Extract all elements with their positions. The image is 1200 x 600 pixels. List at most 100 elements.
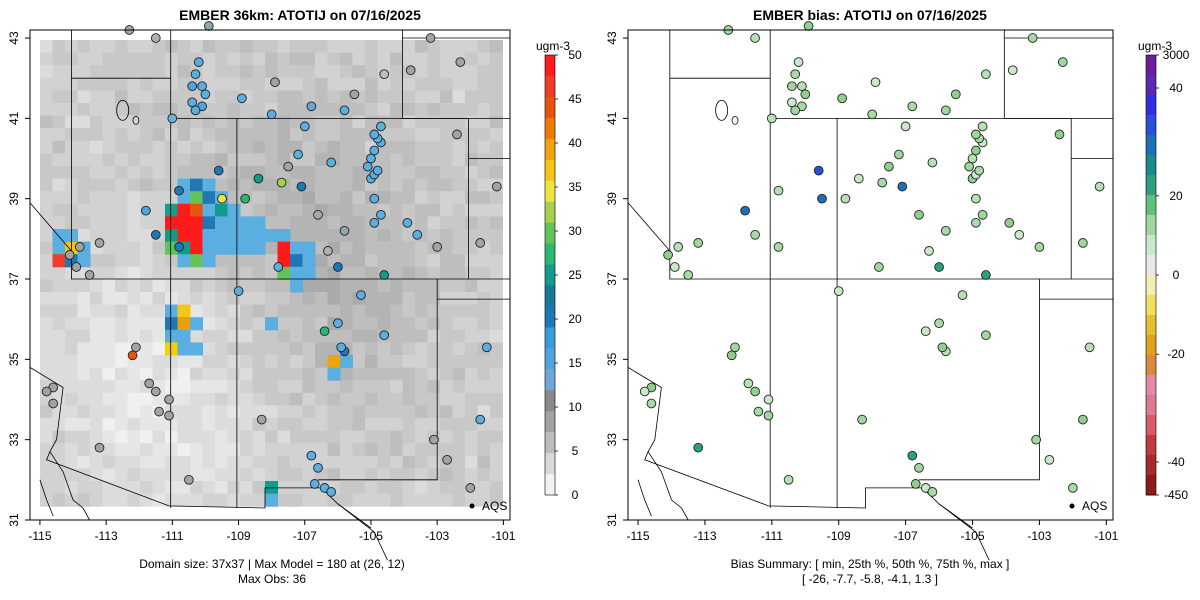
grid-cell bbox=[415, 380, 428, 394]
grid-cell bbox=[240, 178, 253, 192]
aqs-site-marker bbox=[1057, 57, 1068, 67]
grid-cell bbox=[65, 443, 78, 457]
grid-cell bbox=[65, 292, 78, 306]
grid-cell bbox=[302, 279, 316, 293]
hotspot-cell bbox=[240, 229, 253, 243]
grid-cell bbox=[352, 203, 366, 217]
grid-cell bbox=[277, 443, 291, 457]
grid-cell bbox=[140, 241, 153, 255]
grid-cell bbox=[427, 380, 441, 394]
grid-cell bbox=[40, 203, 53, 217]
grid-cell bbox=[115, 266, 128, 280]
grid-cell bbox=[190, 279, 203, 293]
grid-cell bbox=[102, 418, 116, 432]
grid-cell bbox=[477, 203, 491, 217]
grid-cell bbox=[402, 128, 416, 142]
grid-cell bbox=[240, 77, 253, 91]
grid-cell bbox=[390, 329, 403, 343]
grid-cell bbox=[352, 304, 366, 318]
grid-cell bbox=[340, 304, 353, 318]
grid-cell bbox=[265, 455, 278, 469]
grid-cell bbox=[115, 90, 128, 104]
grid-cell bbox=[477, 481, 491, 495]
grid-cell bbox=[365, 355, 378, 369]
grid-cell bbox=[165, 380, 178, 394]
grid-cell bbox=[302, 40, 316, 54]
grid-cell bbox=[227, 481, 241, 495]
grid-cell bbox=[140, 342, 153, 356]
aqs-site-marker bbox=[927, 487, 938, 497]
grid-cell bbox=[52, 128, 66, 142]
grid-cell bbox=[90, 317, 103, 331]
grid-cell bbox=[415, 241, 428, 255]
grid-cell bbox=[40, 90, 53, 104]
colorbar-swatch bbox=[1146, 335, 1156, 356]
grid-cell bbox=[477, 153, 491, 167]
grid-cell bbox=[390, 65, 403, 79]
grid-cell bbox=[352, 140, 366, 154]
aqs-site-marker bbox=[1078, 238, 1088, 248]
grid-cell bbox=[152, 418, 166, 432]
grid-cell bbox=[415, 65, 428, 79]
aqs-site-marker bbox=[187, 97, 198, 108]
grid-cell bbox=[215, 304, 228, 318]
grid-cell bbox=[127, 166, 141, 180]
grid-cell bbox=[77, 481, 91, 495]
grid-cell bbox=[40, 140, 53, 154]
grid-cell bbox=[152, 153, 166, 167]
hotspot-cell bbox=[177, 216, 191, 230]
aqs-site-marker bbox=[323, 246, 333, 256]
grid-cell bbox=[240, 405, 253, 419]
grid-cell bbox=[415, 392, 428, 406]
aqs-site-marker bbox=[1004, 217, 1015, 228]
grid-cell bbox=[390, 392, 403, 406]
grid-cell bbox=[390, 443, 403, 457]
aqs-site-marker bbox=[429, 434, 439, 445]
hotspot-cell bbox=[240, 216, 253, 230]
state-boundary bbox=[39, 479, 54, 517]
grid-cell bbox=[177, 405, 191, 419]
grid-cell bbox=[115, 77, 128, 91]
grid-cell bbox=[327, 191, 341, 205]
grid-cell bbox=[127, 115, 141, 129]
bias-map bbox=[627, 21, 1113, 561]
grid-cell bbox=[227, 65, 241, 79]
grid-cell bbox=[40, 355, 53, 369]
grid-cell bbox=[227, 178, 241, 192]
grid-cell bbox=[277, 65, 291, 79]
aqs-legend-marker bbox=[1069, 503, 1075, 509]
grid-cell bbox=[290, 292, 303, 306]
grid-cell bbox=[190, 405, 203, 419]
grid-cell bbox=[315, 430, 328, 444]
aqs-site-marker bbox=[150, 229, 161, 240]
grid-cell bbox=[165, 128, 178, 142]
grid-cell bbox=[465, 455, 478, 469]
grid-cell bbox=[240, 254, 253, 268]
aqs-site-marker bbox=[663, 250, 673, 260]
grid-cell bbox=[240, 140, 253, 154]
grid-cell bbox=[52, 329, 66, 343]
grid-cell bbox=[415, 77, 428, 91]
grid-cell bbox=[452, 304, 466, 318]
grid-cell bbox=[390, 241, 403, 255]
grid-cell bbox=[365, 430, 378, 444]
colorbar-swatch bbox=[1146, 315, 1156, 336]
aqs-site-marker bbox=[934, 318, 944, 329]
grid-cell bbox=[377, 153, 391, 167]
aqs-site-marker bbox=[897, 181, 908, 192]
grid-cell bbox=[402, 430, 416, 444]
grid-cell bbox=[215, 140, 228, 154]
grid-cell bbox=[240, 128, 253, 142]
grid-cell bbox=[390, 405, 403, 419]
grid-cell bbox=[365, 203, 378, 217]
grid-cell bbox=[340, 115, 353, 129]
grid-cell bbox=[77, 380, 91, 394]
grid-cell bbox=[40, 77, 53, 91]
grid-cell bbox=[402, 40, 416, 54]
aqs-site-marker bbox=[793, 57, 804, 67]
grid-cell bbox=[277, 317, 291, 331]
grid-cell bbox=[452, 355, 466, 369]
aqs-site-marker bbox=[369, 193, 380, 204]
aqs-site-marker bbox=[914, 462, 924, 473]
